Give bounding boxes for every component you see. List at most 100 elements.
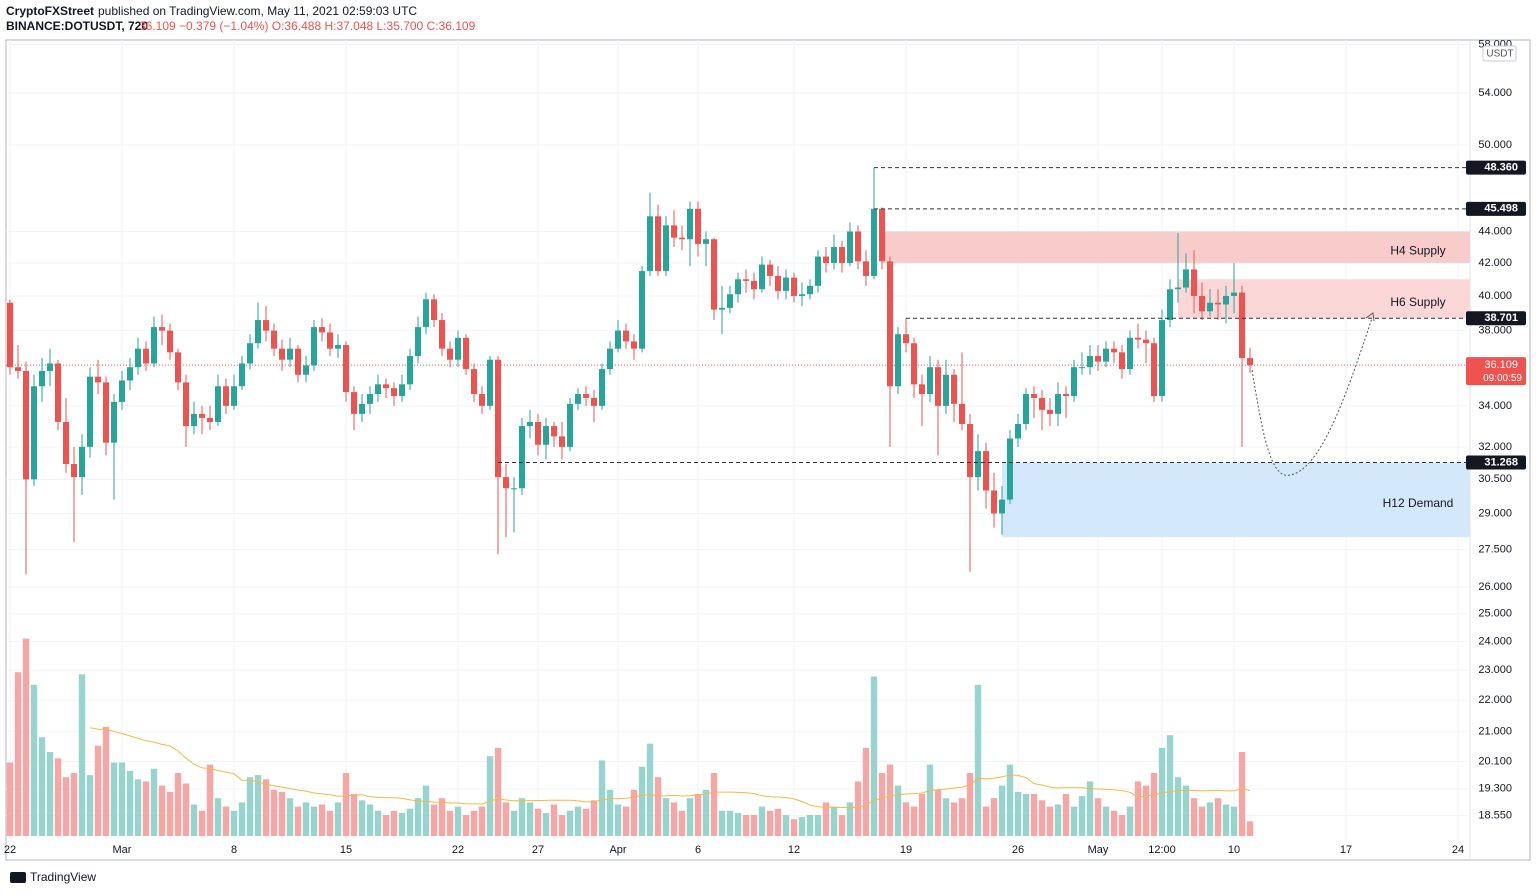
candle-body — [1007, 438, 1013, 500]
candle-body — [1215, 302, 1221, 305]
volume-bar — [222, 806, 230, 836]
candle-body — [599, 369, 605, 406]
volume-bar — [286, 798, 294, 836]
volume-bar — [430, 804, 438, 836]
zone-label: H4 Supply — [1390, 243, 1445, 257]
candle-body — [159, 327, 165, 331]
candle-body — [1031, 394, 1037, 398]
volume-bar — [598, 760, 606, 836]
candle-body — [1207, 302, 1213, 312]
candle-body — [815, 256, 821, 286]
volume-bar — [782, 815, 790, 836]
y-tick-label: 20.100 — [1478, 755, 1512, 767]
volume-bar — [166, 791, 174, 836]
volume-bar — [550, 804, 558, 836]
candle-body — [335, 345, 341, 349]
candle-body — [935, 367, 941, 406]
y-tick-label: 21.000 — [1478, 726, 1512, 738]
candle-body — [687, 208, 693, 240]
candle-body — [7, 302, 13, 368]
x-tick-label: 10 — [1228, 844, 1240, 856]
last-price-label: 36.109 — [1484, 359, 1518, 371]
candle-body — [695, 208, 701, 244]
volume-bar — [1190, 798, 1198, 836]
volume-bar — [38, 737, 46, 836]
candle-body — [527, 421, 533, 427]
candle-body — [391, 388, 397, 396]
candle-body — [71, 463, 77, 478]
level-label: 38.701 — [1484, 312, 1518, 324]
volume-bar — [438, 798, 446, 836]
candle-body — [551, 426, 557, 437]
volume-bar — [150, 768, 158, 836]
volume-bar — [294, 806, 302, 836]
volume-bar — [558, 815, 566, 836]
candle-body — [1023, 394, 1029, 425]
chart-frame — [5, 39, 1531, 861]
volume-bar — [1206, 802, 1214, 836]
candle-body — [751, 280, 757, 290]
y-tick-label: 42.000 — [1478, 257, 1512, 269]
volume-bar — [230, 810, 238, 836]
volume-bar — [790, 819, 798, 836]
candle-body — [887, 261, 893, 387]
volume-bar — [358, 800, 366, 836]
level-label-box — [1466, 311, 1526, 326]
volume-bar — [94, 745, 102, 836]
volume-bar — [1070, 806, 1078, 836]
volume-bar — [350, 794, 358, 836]
candle-body — [1087, 356, 1093, 368]
volume-bar — [750, 815, 758, 836]
volume-bar — [326, 810, 334, 836]
candle-body — [543, 426, 549, 445]
volume-bar — [734, 812, 742, 836]
candle-body — [639, 271, 645, 349]
candle-body — [1151, 343, 1157, 396]
volume-bar — [1078, 796, 1086, 836]
candle-body — [103, 382, 109, 443]
candle-body — [879, 208, 885, 262]
candle-body — [951, 374, 957, 404]
candle-body — [295, 348, 301, 375]
volume-bar — [102, 726, 110, 836]
candle-body — [663, 225, 669, 272]
x-tick-label: 15 — [340, 844, 352, 856]
candle-body — [1247, 358, 1253, 366]
candle-body — [975, 451, 981, 478]
candle-body — [983, 451, 989, 491]
volume-bar — [134, 779, 142, 836]
volume-bar — [1062, 794, 1070, 836]
candle-body — [95, 376, 101, 383]
candle-body — [607, 348, 613, 370]
candle-body — [1127, 337, 1133, 370]
volume-bar — [902, 802, 910, 836]
candle-body — [1079, 367, 1085, 369]
candle-body — [711, 239, 717, 310]
candle-body — [1191, 269, 1197, 296]
candle-body — [1039, 397, 1045, 410]
volume-bar — [310, 806, 318, 836]
level-label-box — [1466, 201, 1526, 216]
volume-bar — [182, 783, 190, 836]
candle-body — [743, 279, 749, 281]
volume-bar — [686, 798, 694, 836]
volume-bar — [494, 747, 502, 836]
volume-bar — [478, 806, 486, 836]
x-tick-label: 12:00 — [1148, 844, 1176, 856]
level-label-box — [1466, 455, 1526, 470]
candle-body — [47, 363, 53, 371]
volume-bar — [470, 810, 478, 836]
x-tick-label: 27 — [532, 844, 544, 856]
volume-bar — [6, 762, 14, 836]
y-tick-label: 30.500 — [1478, 473, 1512, 485]
volume-bar — [854, 781, 862, 836]
volume-bar — [382, 815, 390, 836]
candle-body — [1015, 424, 1021, 439]
volume-bar — [662, 798, 670, 836]
x-tick-label: 8 — [231, 844, 237, 856]
y-tick-label: 25.000 — [1478, 608, 1512, 620]
volume-bar — [1126, 806, 1134, 836]
candle-body — [679, 237, 685, 240]
candle-body — [791, 277, 797, 296]
